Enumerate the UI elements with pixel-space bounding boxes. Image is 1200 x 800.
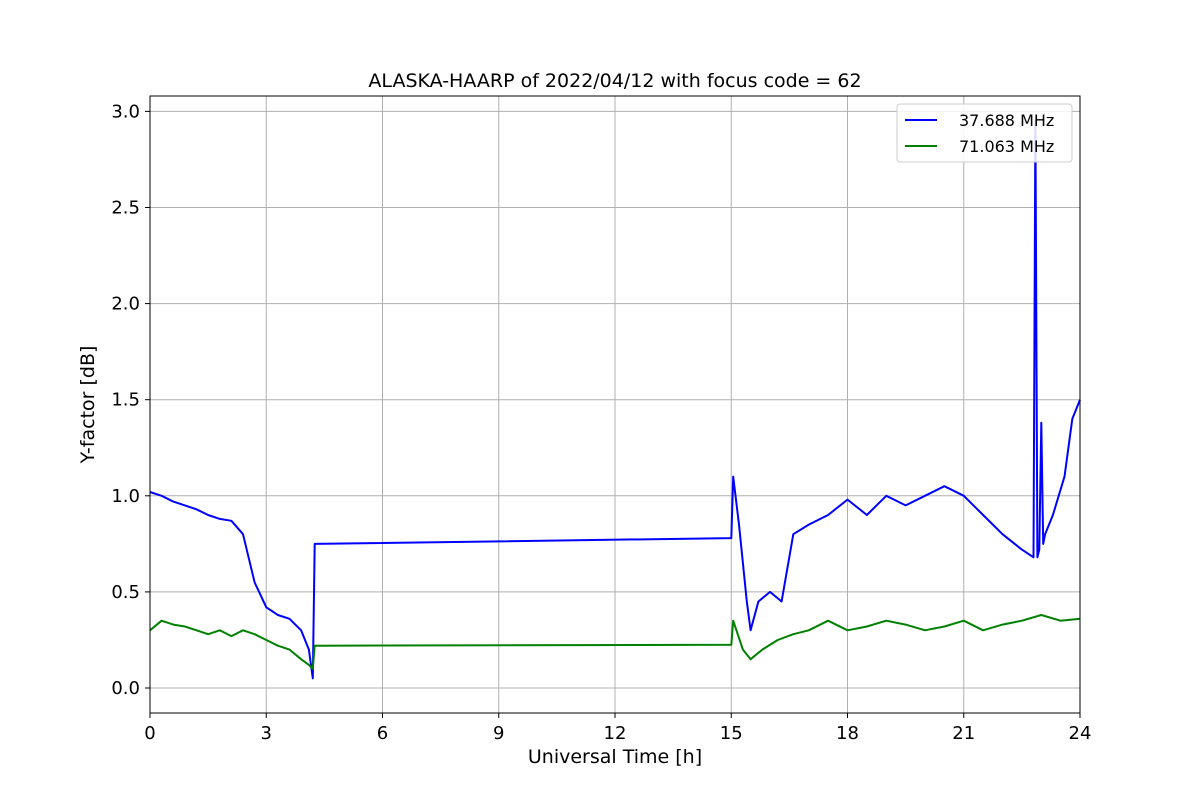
x-tick-label: 18 xyxy=(836,723,859,744)
x-tick-label: 6 xyxy=(377,723,388,744)
chart-title: ALASKA-HAARP of 2022/04/12 with focus co… xyxy=(368,70,861,92)
legend-entry-37-688: 37.688 MHz xyxy=(959,111,1054,130)
y-tick-label: 2.5 xyxy=(111,197,140,218)
x-tick-label: 0 xyxy=(144,723,155,744)
x-axis-label: Universal Time [h] xyxy=(528,746,702,768)
legend-box xyxy=(896,103,1073,163)
y-tick-label: 0.0 xyxy=(111,678,140,699)
x-tick-label: 21 xyxy=(952,723,975,744)
y-axis-label: Y-factor [dB] xyxy=(77,346,99,465)
y-tick-label: 2.0 xyxy=(111,294,140,315)
legend-entry-71-063: 71.063 MHz xyxy=(959,137,1054,156)
legend: 37.688 MHz 71.063 MHz xyxy=(896,103,1073,163)
y-tick-label: 0.5 xyxy=(111,582,140,603)
grid-lines xyxy=(149,96,1081,713)
y-tick-label: 3.0 xyxy=(111,101,140,122)
axis-ticks: 0 3 6 9 12 15 18 21 24 0.0 0.5 1.0 1.5 2.0 2.5 3.0 xyxy=(111,101,1091,744)
y-tick-label: 1.0 xyxy=(111,486,140,507)
x-tick-label: 9 xyxy=(493,723,504,744)
x-tick-label: 12 xyxy=(604,723,627,744)
series-line-37-688 xyxy=(149,120,1081,680)
series-line-71-063 xyxy=(149,614,1081,670)
x-tick-label: 24 xyxy=(1069,723,1092,744)
x-tick-label: 15 xyxy=(720,723,743,744)
series-layer xyxy=(149,120,1081,680)
x-tick-label: 3 xyxy=(261,723,272,744)
y-tick-label: 1.5 xyxy=(111,390,140,411)
